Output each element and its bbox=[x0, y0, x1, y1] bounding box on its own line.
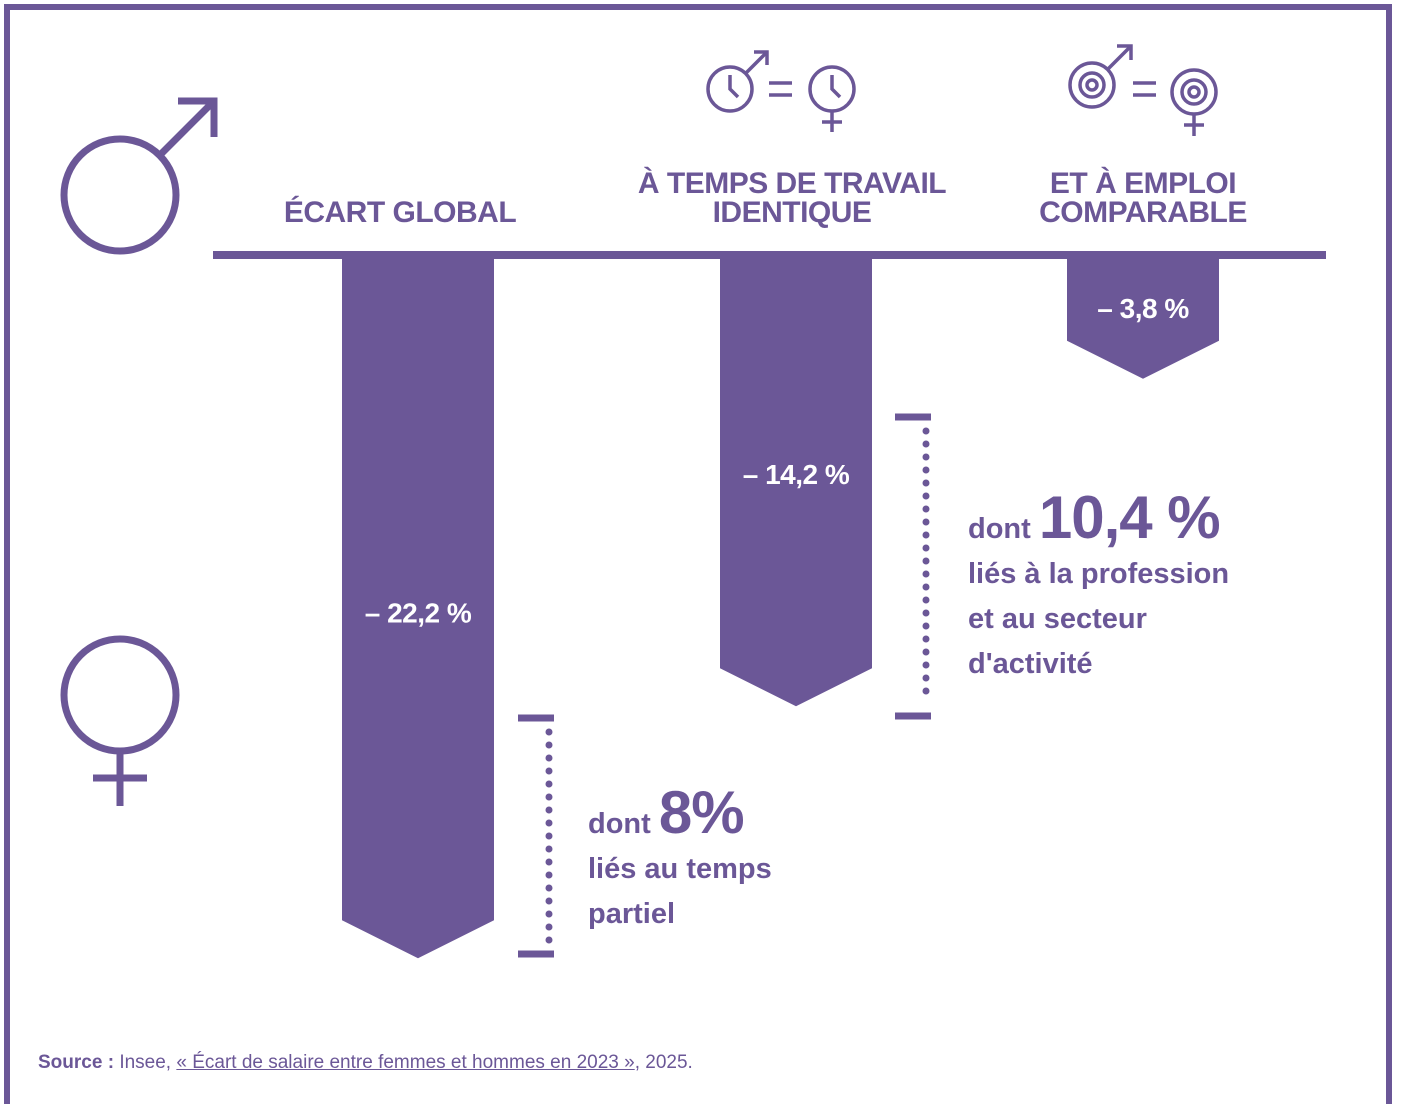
bar-value-label: – 14,2 % bbox=[743, 459, 850, 490]
time-equality-icons bbox=[706, 50, 856, 132]
annotation-line: et au secteur bbox=[968, 603, 1147, 635]
annotation-value: 10,4 % bbox=[1039, 484, 1220, 551]
annotation-line: partiel bbox=[588, 898, 675, 930]
bar bbox=[720, 259, 872, 707]
category-header-line: IDENTIQUE bbox=[713, 196, 872, 229]
annotation-value: 8% bbox=[659, 779, 744, 846]
source-label: Source : bbox=[38, 1052, 115, 1073]
annotation-line: liés au temps bbox=[588, 853, 772, 885]
annotation-line: liés à la profession bbox=[968, 558, 1229, 590]
infographic-frame bbox=[4, 4, 1392, 1104]
bar-value-label: – 3,8 % bbox=[1097, 293, 1189, 324]
category-header-line: ET À EMPLOI bbox=[1050, 166, 1236, 200]
annotation-headline: dont 10,4 % bbox=[968, 484, 1220, 551]
equals-sign bbox=[769, 81, 792, 97]
source-note: Source : Insee, « Écart de salaire entre… bbox=[38, 1052, 693, 1074]
bar bbox=[342, 259, 494, 959]
male-gear-icon bbox=[1068, 44, 1133, 109]
annotation-prefix: dont bbox=[588, 808, 659, 840]
source-link[interactable]: « Écart de salaire entre femmes et homme… bbox=[176, 1052, 635, 1073]
annotation-prefix: dont bbox=[968, 513, 1039, 545]
female-gear-icon bbox=[1170, 68, 1218, 136]
source-year: , 2025. bbox=[634, 1052, 693, 1073]
category-header-line: À TEMPS DE TRAVAIL bbox=[638, 166, 946, 200]
source-publisher: Insee, bbox=[119, 1052, 172, 1073]
annotation-line: d'activité bbox=[968, 648, 1093, 680]
annotation-headline: dont 8% bbox=[588, 779, 744, 846]
female-clock-icon bbox=[808, 65, 856, 132]
male-symbol-icon bbox=[60, 97, 218, 255]
female-symbol-icon bbox=[60, 635, 180, 806]
male-clock-icon bbox=[706, 50, 769, 113]
job-equality-icons bbox=[1068, 44, 1218, 136]
category-header-line: ÉCART GLOBAL bbox=[284, 195, 516, 229]
bar bbox=[1067, 259, 1219, 379]
category-header-line: COMPARABLE bbox=[1039, 196, 1247, 229]
bar-value-label: – 22,2 % bbox=[365, 598, 472, 629]
equals-sign bbox=[1133, 81, 1156, 97]
